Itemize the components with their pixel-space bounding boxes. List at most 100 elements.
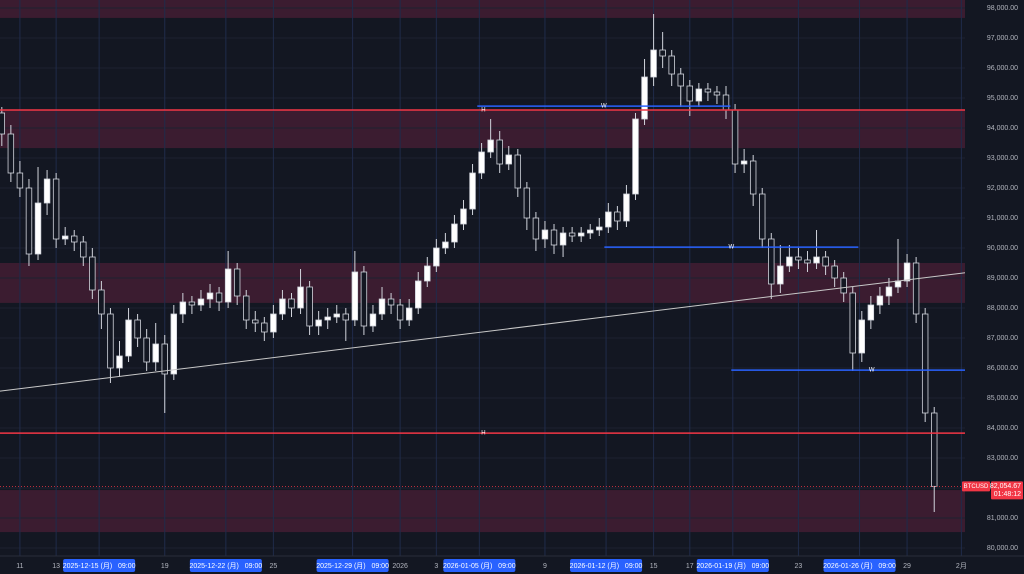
y-tick-label: 86,000.00	[987, 365, 1018, 372]
axes: 80,000.0081,000.0082,000.0083,000.0084,0…	[16, 5, 1023, 572]
x-tick-highlight	[63, 559, 136, 572]
y-tick-label: 93,000.00	[987, 155, 1018, 162]
candle-body	[279, 298, 286, 315]
candle-body	[34, 202, 42, 255]
candle-body	[342, 313, 350, 321]
candle-body	[523, 187, 531, 219]
candle-body	[52, 178, 60, 240]
y-tick-label: 91,000.00	[987, 215, 1018, 222]
x-tick-label: 23	[795, 563, 803, 570]
y-tick-label: 83,000.00	[987, 455, 1018, 462]
x-tick-highlight	[189, 559, 262, 572]
y-tick-label: 97,000.00	[987, 35, 1018, 42]
candle-body	[405, 307, 413, 321]
candle-body	[731, 109, 739, 165]
candle-body	[469, 172, 476, 210]
candle-body	[722, 94, 730, 111]
candle-body	[396, 304, 404, 321]
candle-body	[360, 271, 368, 327]
candle-body	[559, 232, 567, 246]
x-tick-label: 2026-01-05 (月) 09:00	[443, 562, 516, 570]
candle-body	[252, 319, 259, 324]
y-tick-label: 84,000.00	[987, 425, 1018, 432]
candle-body	[876, 295, 884, 306]
candle-body	[686, 85, 694, 102]
candle-body	[0, 112, 6, 135]
zone	[0, 110, 967, 149]
x-tick-highlight	[823, 559, 896, 572]
candle-body	[297, 286, 304, 309]
candle-body	[143, 337, 150, 363]
candle-body	[496, 139, 503, 165]
candle-body	[840, 277, 847, 294]
candle-body	[333, 313, 340, 318]
x-tick-label: 29	[903, 563, 911, 570]
candle-body	[7, 133, 15, 174]
candle-body	[749, 160, 757, 195]
candle-body	[577, 232, 585, 237]
zone	[0, 263, 967, 303]
x-tick-highlight	[696, 559, 769, 572]
candle-body	[768, 238, 775, 285]
candle-body	[813, 256, 820, 264]
level-label: W	[601, 104, 607, 110]
candle-body	[894, 280, 902, 288]
candle-body	[270, 313, 277, 333]
x-tick-label: 15	[650, 563, 658, 570]
candle-body	[777, 265, 784, 285]
candle-body	[16, 172, 24, 189]
candle-body	[424, 265, 431, 282]
x-tick-label: 2026-01-19 (月) 09:00	[696, 562, 769, 570]
x-tick-label: 2025-12-22 (月) 09:00	[189, 562, 262, 570]
grid	[0, 0, 965, 556]
candle-body	[179, 301, 187, 315]
candle-body	[134, 319, 141, 339]
y-tick-label: 89,000.00	[987, 275, 1018, 282]
candle-body	[659, 49, 666, 57]
x-tick-label: 13	[52, 563, 60, 570]
candle-body	[215, 292, 223, 303]
candle-body	[243, 295, 250, 321]
candle-body	[605, 211, 612, 228]
candle-body	[170, 313, 178, 375]
candle-body	[921, 313, 929, 414]
candle-body	[442, 241, 449, 249]
candle-body	[378, 298, 386, 315]
zone	[0, 0, 967, 18]
x-tick-label: 2025-12-15 (月) 09:00	[63, 562, 136, 570]
candle-body	[71, 235, 78, 243]
countdown-label: 01:48:12	[994, 491, 1021, 498]
candle-body	[161, 343, 168, 375]
candle-body	[668, 55, 675, 75]
candle-body	[532, 217, 540, 240]
x-tick-highlight	[570, 559, 643, 572]
candle-body	[650, 49, 657, 78]
x-tick-label: 25	[269, 563, 277, 570]
candle-body	[867, 304, 875, 321]
x-tick-label: 2026	[392, 563, 408, 570]
x-tick-label: 9	[543, 563, 547, 570]
trendline	[0, 269, 989, 392]
x-tick-label: 2025-12-29 (月) 09:00	[316, 562, 389, 570]
x-tick-label: 2026-01-26 (月) 09:00	[823, 562, 896, 570]
candle-body	[80, 241, 87, 258]
level-label: H	[481, 108, 485, 114]
candle-body	[125, 319, 132, 357]
candle-body	[931, 412, 938, 487]
candle-body	[614, 211, 621, 222]
candle-body	[786, 256, 793, 267]
candle-body	[858, 319, 866, 354]
candle-body	[568, 232, 576, 237]
candle-body	[849, 292, 856, 354]
zones	[0, 0, 967, 533]
candle-body	[351, 271, 359, 321]
x-tick-label: 2026-01-12 (月) 09:00	[570, 562, 643, 570]
y-tick-label: 88,000.00	[987, 305, 1018, 312]
y-tick-label: 94,000.00	[987, 125, 1018, 132]
candle-body	[487, 139, 494, 153]
candle-body	[460, 208, 467, 225]
x-tick-label: 3	[434, 563, 438, 570]
candle-body	[43, 178, 51, 204]
candle-body	[107, 313, 114, 369]
